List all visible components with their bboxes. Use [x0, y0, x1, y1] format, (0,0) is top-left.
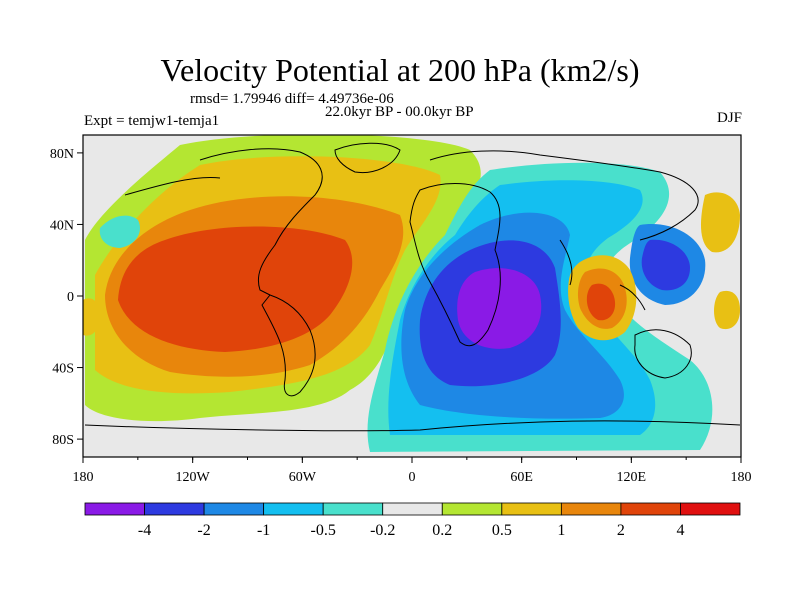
contour-east-pacific-plus-0.5-b	[714, 290, 740, 330]
y-tick-label: 0	[67, 290, 74, 305]
contour-field	[83, 135, 741, 457]
colorbar-label: 4	[676, 522, 684, 539]
colorbar-label: -1	[257, 522, 270, 539]
colorbar-label: -2	[197, 522, 210, 539]
colorbar-swatch	[560, 502, 622, 516]
y-tick-label: 40N	[50, 218, 74, 233]
contour-west-edge-plus-0.5	[83, 298, 100, 336]
alaska-coast	[124, 176, 221, 196]
colorbar-swatch	[144, 502, 205, 516]
experiment-label: Expt = temjw1-temja1	[84, 113, 220, 129]
season-label: DJF	[716, 110, 742, 126]
africa-coast	[409, 183, 501, 347]
maritime-continent-coast	[619, 284, 646, 311]
south-america-coast	[261, 294, 316, 397]
colorbar-swatch	[680, 502, 741, 516]
colorbar-label: 1	[557, 522, 565, 539]
y-tick-label: 80N	[50, 147, 74, 162]
x-tick-label: 0	[409, 470, 416, 485]
colorbar: -4 -2 -1 -0.5 -0.2 0.2 0.5 1 2 4	[84, 502, 741, 539]
colorbar-swatch	[322, 502, 384, 516]
period-subtitle: 22.0kyr BP - 00.0kyr BP	[325, 104, 474, 120]
colorbar-swatch	[84, 502, 145, 516]
stats-subtitle: rmsd= 1.79946 diff= 4.49736e-06	[190, 91, 394, 107]
eurasia-coast	[429, 150, 699, 241]
colorbar-swatch	[620, 502, 681, 516]
contour-north-pacific-minus-0.2	[99, 215, 140, 248]
colorbar-label: -0.2	[370, 522, 395, 539]
colorbar-label: 0.5	[492, 522, 512, 539]
australia-coast	[634, 329, 692, 379]
coastlines	[84, 142, 741, 432]
colorbar-swatch	[501, 502, 562, 516]
contour-plus-2	[118, 226, 353, 352]
axis-ticks: 180 120W 60W 0 60E 120E 180 80N 40N 0 40S 80S	[50, 147, 752, 485]
india-coast	[559, 239, 573, 286]
colorbar-swatch	[441, 502, 503, 516]
y-tick-label: 80S	[52, 433, 74, 448]
colorbar-label: 2	[617, 522, 625, 539]
colorbar-swatch	[203, 502, 265, 516]
colorbar-swatch	[382, 502, 443, 516]
contour-maritime-plus-2	[586, 283, 616, 321]
contour-minus-4	[457, 268, 542, 349]
contour-east-pacific-plus-0.5	[700, 192, 740, 253]
colorbar-label: 0.2	[432, 522, 452, 539]
north-america-coast	[199, 148, 323, 296]
y-tick-label: 40S	[52, 362, 74, 377]
contour-pacific-minus-2	[641, 239, 690, 291]
greenland-coast	[334, 142, 401, 174]
colorbar-swatch	[263, 502, 324, 516]
x-tick-label: 60W	[289, 470, 317, 485]
x-tick-label: 120W	[176, 470, 211, 485]
antarctica-coast	[84, 420, 741, 432]
x-tick-label: 120E	[617, 470, 647, 485]
x-tick-label: 180	[73, 470, 94, 485]
chart-title: Velocity Potential at 200 hPa (km2/s)	[160, 52, 640, 88]
x-tick-label: 60E	[510, 470, 533, 485]
colorbar-label: -4	[138, 522, 151, 539]
colorbar-label: -0.5	[311, 522, 336, 539]
x-tick-label: 180	[731, 470, 752, 485]
